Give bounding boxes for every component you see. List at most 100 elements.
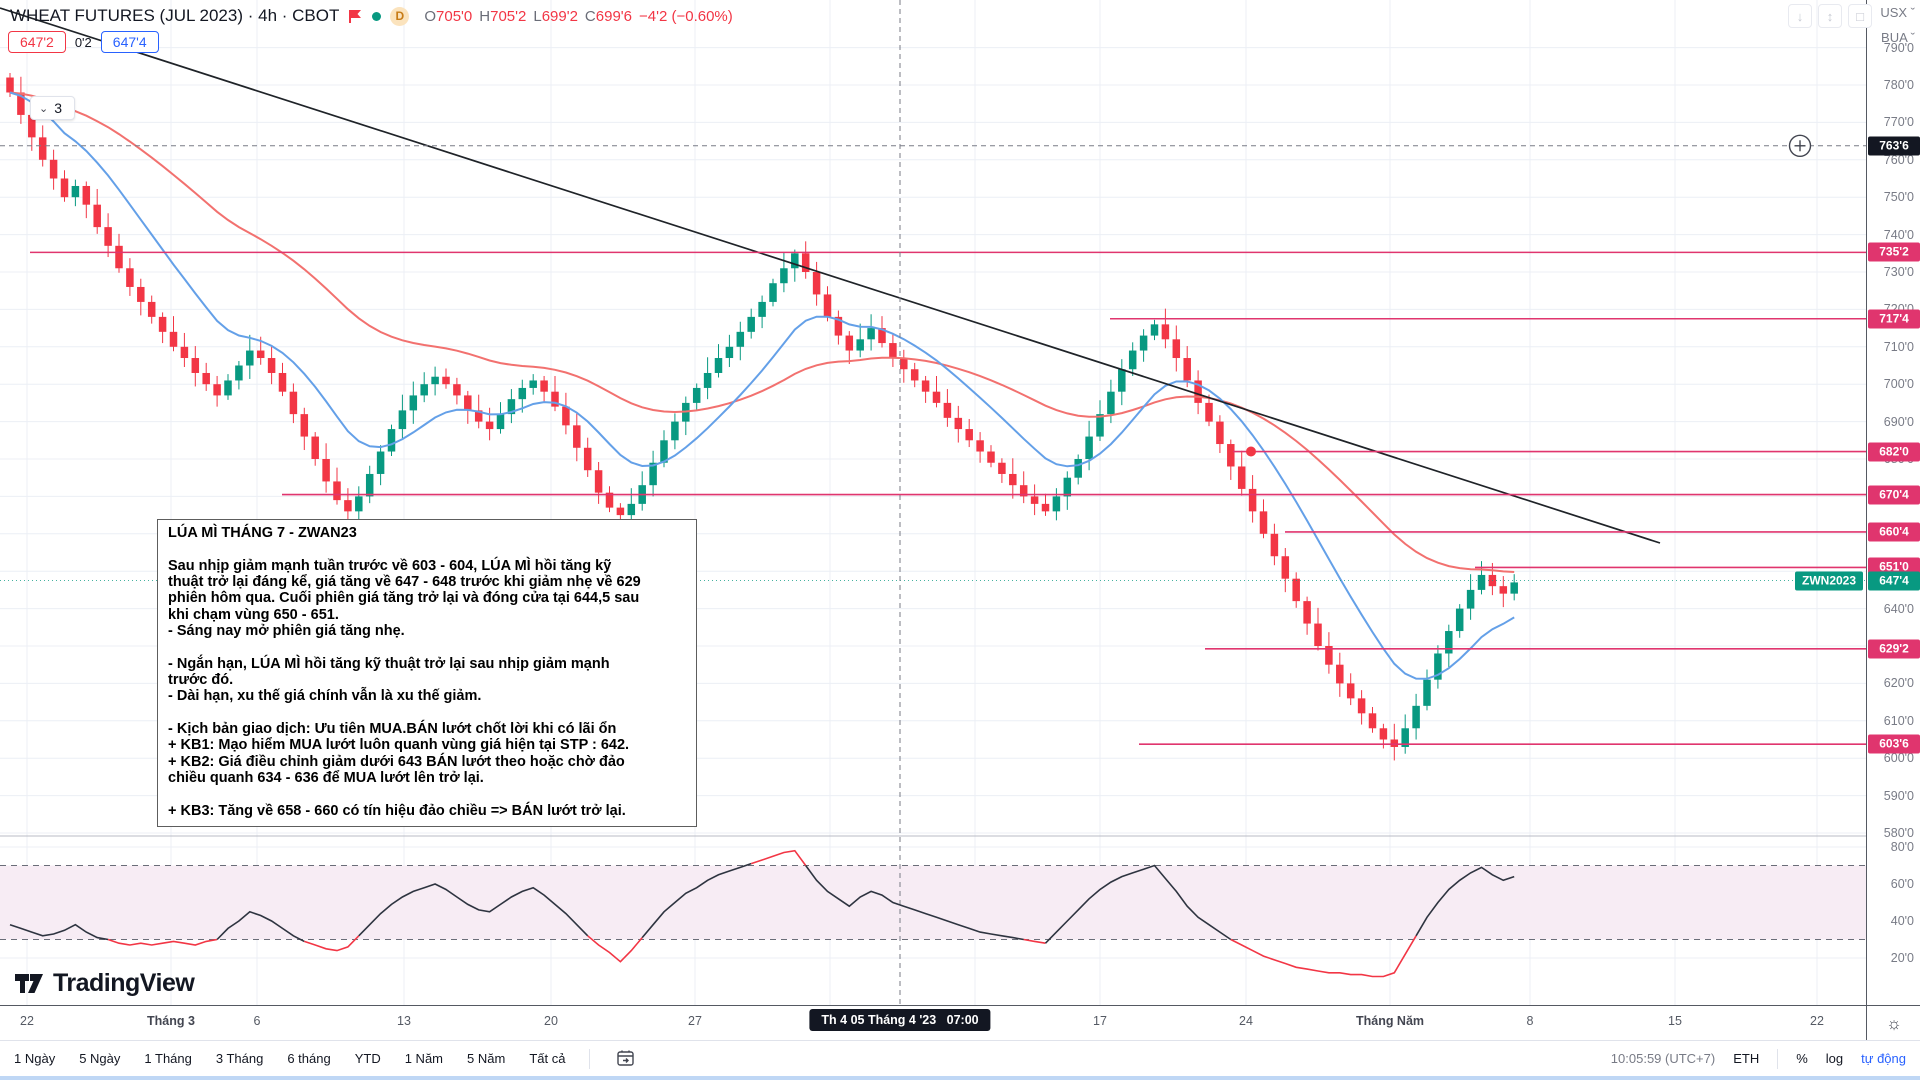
price-chart[interactable] <box>0 0 1866 1005</box>
percent-scale-button[interactable]: % <box>1796 1051 1808 1066</box>
time-axis[interactable]: 22 Tháng 3 6 13 20 27 17 24 Tháng Năm 8 15 22 Th 4 … <box>0 1005 1866 1041</box>
high-value: 705'2 <box>490 7 527 25</box>
range-button[interactable]: 3 Tháng <box>215 1051 264 1066</box>
range-button[interactable]: 6 tháng <box>287 1051 331 1066</box>
tradingview-logo-text: TradingView <box>53 969 195 997</box>
price-axis-label: 620'0 <box>1883 676 1914 691</box>
axis-settings-sun-icon[interactable]: ☼ <box>1866 1005 1920 1041</box>
divider <box>1777 1048 1779 1069</box>
time-axis-label: 27 <box>688 1014 702 1028</box>
sell-button[interactable]: 647'2 <box>8 31 66 53</box>
time-axis-label: 8 <box>1526 1014 1534 1028</box>
time-axis-label: Tháng 3 <box>147 1014 195 1028</box>
collapse-pane-icon[interactable]: ↕ <box>1818 4 1842 28</box>
range-button[interactable]: 5 Năm <box>467 1051 506 1066</box>
crosshair <box>0 0 1866 1005</box>
note-line <box>168 639 686 655</box>
rsi-axis-label: 60'0 <box>1890 877 1914 891</box>
rsi-line <box>9 849 1515 978</box>
grid-lines <box>0 0 1866 1005</box>
level-price-badge: 660'4 <box>1868 522 1920 542</box>
price-axis-label: 600'0 <box>1883 751 1914 766</box>
time-axis-label: 24 <box>1239 1014 1253 1028</box>
open-value: 705'0 <box>436 7 473 25</box>
divider <box>589 1048 591 1069</box>
crosshair-time-badge: Th 4 05 Tháng 4 '23 07:00 <box>809 1009 991 1031</box>
buy-button[interactable]: 647'4 <box>100 31 159 53</box>
price-axis-label: 590'0 <box>1883 788 1914 803</box>
note-line: + KB2: Giá điều chỉnh giảm dưới 643 BÁN … <box>168 753 625 770</box>
axis-unit-usx[interactable]: USX ˇ <box>1880 5 1915 20</box>
price-axis-label: 710'0 <box>1883 339 1914 354</box>
toolbar-right: 10:05:59 (UTC+7) ETH % log tự động <box>1611 1048 1906 1069</box>
time-axis-label: 15 <box>1668 1014 1682 1028</box>
time-axis-label: 22 <box>1810 1014 1824 1028</box>
change-value: −4'2 (−0.60%) <box>639 7 733 25</box>
level-price-badge: 682'0 <box>1868 442 1920 462</box>
low-key: L <box>533 7 542 25</box>
bottom-toolbar: 1 Ngày 5 Ngày 1 Tháng 3 Tháng 6 tháng YTD 1 Nă… <box>0 1040 1920 1076</box>
note-line: Sau nhịp giảm mạnh tuần trước về 603 - 6… <box>168 557 612 574</box>
go-to-date-button[interactable] <box>616 1049 635 1068</box>
symbol-price-label: ZWN2023 <box>1795 571 1864 591</box>
expand-objects-button[interactable]: ⌄ 3 <box>30 96 76 120</box>
price-axis-label: 750'0 <box>1883 190 1914 205</box>
spread-value: 0'2 <box>74 34 92 50</box>
price-axis-label: 780'0 <box>1883 78 1914 92</box>
fullscreen-icon[interactable]: □ <box>1848 4 1872 28</box>
price-axis-label: 740'0 <box>1883 227 1914 242</box>
chevron-down-icon: ⌄ <box>39 102 49 115</box>
close-value: 699'6 <box>595 7 632 25</box>
range-button[interactable]: 5 Ngày <box>79 1051 121 1066</box>
symbol-title[interactable]: WHEAT FUTURES (JUL 2023) · 4h · CBOT <box>10 6 340 25</box>
price-axis-label: 760'0 <box>1883 152 1914 167</box>
note-line: LÚA MÌ THÁNG 7 - ZWAN23 <box>168 525 357 541</box>
pane-controls: ↓ ↕ □ <box>1788 4 1872 28</box>
market-status-dot-icon[interactable] <box>372 11 382 21</box>
session-button[interactable]: ETH <box>1733 1051 1760 1066</box>
descending-trendline <box>0 7 1661 544</box>
price-axis-label: 690'0 <box>1883 414 1914 429</box>
range-button[interactable]: Tất cả <box>529 1051 566 1066</box>
log-scale-button[interactable]: log <box>1825 1051 1844 1066</box>
price-axis-label: 640'0 <box>1883 601 1914 616</box>
price-axis-label: 580'0 <box>1883 826 1914 840</box>
rsi-band <box>0 865 1866 940</box>
chart-surface[interactable] <box>0 0 1866 1005</box>
flag-icon[interactable] <box>348 9 363 24</box>
daily-timeframe-icon[interactable]: D <box>390 6 410 26</box>
add-alert-plus-icon[interactable] <box>1788 134 1812 157</box>
download-icon[interactable]: ↓ <box>1788 4 1812 28</box>
tradingview-logo[interactable]: TradingView <box>14 969 195 998</box>
time-axis-label: 6 <box>253 1014 261 1028</box>
time-axis-label: 20 <box>544 1014 558 1028</box>
ma-slow-line <box>9 91 1515 573</box>
object-count: 3 <box>54 100 63 116</box>
price-axis-label: 700'0 <box>1883 377 1914 392</box>
note-line: - Dài hạn, xu thế giá chính vẫn là xu th… <box>168 688 482 705</box>
rsi-axis-label: 80'0 <box>1890 840 1914 854</box>
note-line: phiên hôm qua. Cuối phiên giá tăng trở l… <box>168 590 640 607</box>
axis-unit-bua[interactable]: BUA ˇ <box>1881 30 1915 45</box>
chart-header: WHEAT FUTURES (JUL 2023) · 4h · CBOT D O… <box>10 6 733 26</box>
price-axis[interactable]: USX ˇ BUA ˇ 790'0 780'0 770'0 760'0 750'0 740… <box>1866 0 1920 1005</box>
range-button[interactable]: 1 Tháng <box>144 1051 192 1066</box>
note-line: - Sáng nay mở phiên giá tăng nhẹ. <box>168 623 405 640</box>
range-buttons: 1 Ngày 5 Ngày 1 Tháng 3 Tháng 6 tháng YTD 1 Nă… <box>14 1048 635 1069</box>
auto-scale-button[interactable]: tự động <box>1861 1051 1906 1066</box>
candles <box>6 73 1518 761</box>
analysis-note-box[interactable]: LÚA MÌ THÁNG 7 - ZWAN23 Sau nhịp giảm mạn… <box>157 519 697 828</box>
ohlc-row: O705'0 H705'2 L699'2 C699'6 −4'2 (−0.60%… <box>424 8 732 25</box>
level-price-badge: 603'6 <box>1868 734 1920 754</box>
ma-fast-line <box>9 91 1515 680</box>
level-lines <box>30 251 1866 745</box>
range-button[interactable]: 1 Ngày <box>14 1051 56 1066</box>
last-price-badge: 647'4 <box>1868 571 1920 591</box>
range-button[interactable]: 1 Năm <box>404 1051 444 1066</box>
rsi-axis-label: 20'0 <box>1890 951 1914 965</box>
range-button[interactable]: YTD <box>354 1051 381 1066</box>
crosshair-price-badge: 763'6 <box>1868 136 1920 156</box>
bid-ask-row: 647'2 0'2 647'4 <box>8 31 159 53</box>
close-key: C <box>584 7 596 25</box>
time-axis-label: 17 <box>1093 1014 1107 1028</box>
